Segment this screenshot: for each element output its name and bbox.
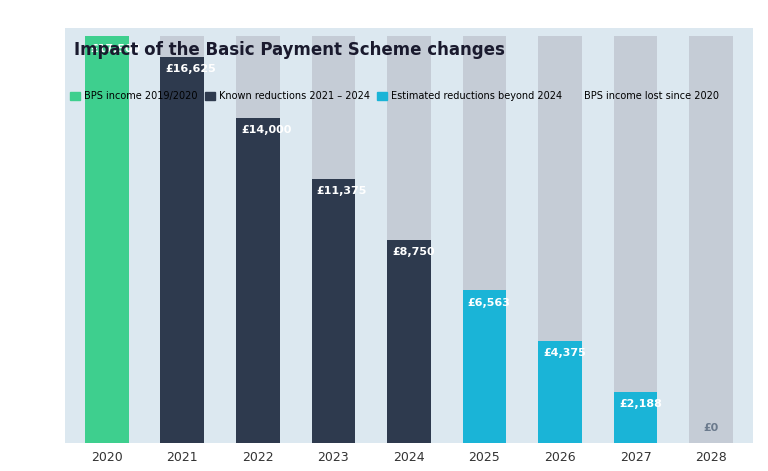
Text: £11,375: £11,375 (316, 186, 367, 196)
Text: £0: £0 (703, 422, 719, 432)
Bar (161, 36, 204, 443)
Text: £17,500: £17,500 (90, 44, 141, 54)
Bar (462, 290, 506, 443)
Text: £16,625: £16,625 (166, 64, 217, 74)
Legend: BPS income 2019/2020, Known reductions 2021 – 2024, Estimated reductions beyond : BPS income 2019/2020, Known reductions 2… (70, 91, 719, 101)
Text: £2,188: £2,188 (619, 399, 662, 409)
Text: £6,563: £6,563 (468, 298, 511, 308)
Bar (614, 36, 657, 443)
Bar (462, 36, 506, 443)
Bar (614, 392, 657, 443)
Bar (85, 36, 129, 443)
Bar (85, 36, 129, 443)
Bar (312, 36, 356, 443)
Text: £8,750: £8,750 (392, 247, 435, 257)
Bar (538, 36, 582, 443)
Bar (236, 36, 280, 443)
Text: £4,375: £4,375 (544, 349, 586, 358)
Bar (387, 36, 431, 443)
Bar (161, 57, 204, 443)
Text: Impact of the Basic Payment Scheme changes: Impact of the Basic Payment Scheme chang… (74, 41, 505, 59)
Bar (236, 118, 280, 443)
Bar (538, 341, 582, 443)
Bar (689, 36, 733, 443)
Text: £14,000: £14,000 (241, 125, 292, 135)
Bar (387, 240, 431, 443)
Bar (312, 179, 356, 443)
